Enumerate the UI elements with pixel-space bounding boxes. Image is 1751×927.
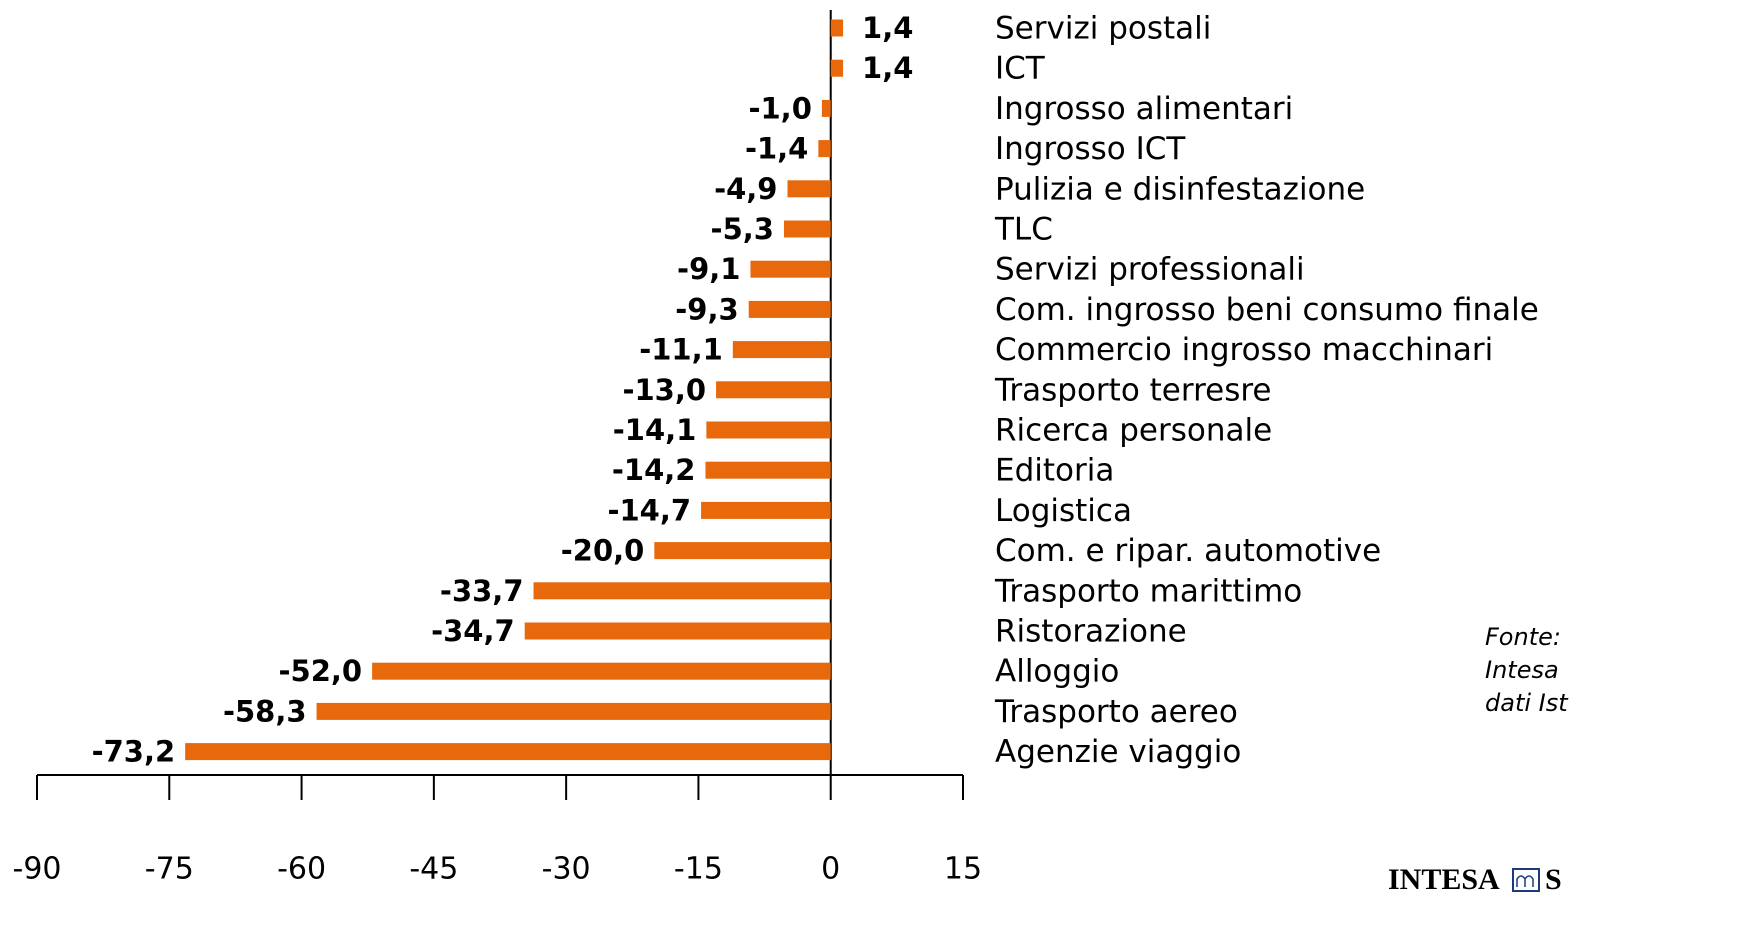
x-tick-label: -30 — [542, 852, 591, 887]
bar — [787, 180, 831, 198]
logo-icon — [1512, 868, 1540, 892]
bar — [716, 381, 831, 399]
category-label: Trasporto aereo — [994, 694, 1238, 730]
data-label: -13,0 — [622, 373, 706, 407]
category-label: Alloggio — [995, 654, 1119, 690]
data-label: -20,0 — [561, 534, 645, 568]
bar — [533, 582, 831, 600]
category-label: Com. e ripar. automotive — [995, 533, 1381, 569]
bar — [316, 702, 831, 720]
bar — [705, 461, 831, 479]
bar — [830, 59, 844, 77]
category-label: Trasporto terresre — [994, 372, 1272, 408]
data-label: -14,2 — [612, 453, 696, 487]
bar — [748, 300, 831, 318]
bar — [750, 260, 831, 278]
data-label: -14,7 — [607, 493, 691, 527]
category-label: Pulizia e disinfestazione — [995, 171, 1365, 207]
data-label: -11,1 — [639, 333, 723, 367]
category-label: Ingrosso ICT — [995, 131, 1186, 167]
data-label: -58,3 — [223, 694, 307, 728]
data-label: -1,4 — [745, 132, 808, 166]
source-note: dati Ist — [1485, 689, 1569, 717]
source-note: Intesa — [1485, 656, 1559, 684]
data-label: -1,0 — [748, 91, 811, 125]
category-label: TLC — [994, 212, 1053, 248]
bar — [821, 99, 831, 117]
data-label: 1,4 — [862, 11, 913, 45]
category-label: Servizi professionali — [995, 252, 1305, 288]
logo-text: S — [1545, 863, 1562, 896]
x-tick-label: -90 — [13, 852, 62, 887]
data-label: -14,1 — [613, 413, 697, 447]
bar — [818, 140, 831, 158]
bar — [732, 341, 831, 359]
x-tick-label: -60 — [277, 852, 326, 887]
bar — [372, 662, 831, 680]
bar — [830, 19, 844, 37]
category-label: Com. ingrosso beni consumo finale — [995, 292, 1539, 328]
x-tick-label: 15 — [944, 852, 982, 887]
category-label: Agenzie viaggio — [995, 734, 1241, 770]
data-label: -9,3 — [675, 292, 738, 326]
bar — [701, 501, 831, 519]
category-label: Servizi postali — [995, 11, 1211, 47]
category-label: Ricerca personale — [995, 413, 1272, 449]
data-label: -52,0 — [279, 654, 363, 688]
source-note: Fonte: — [1485, 623, 1561, 651]
data-label: -9,1 — [677, 252, 740, 286]
category-label: Commercio ingrosso macchinari — [995, 332, 1493, 368]
x-tick-label: -75 — [145, 852, 194, 887]
category-label: Ingrosso alimentari — [995, 91, 1293, 127]
category-label: Trasporto marittimo — [994, 573, 1302, 609]
bar — [706, 421, 831, 439]
logo-text: INTESA — [1388, 863, 1500, 896]
x-tick-label: 0 — [821, 852, 840, 887]
category-label: Logistica — [995, 493, 1132, 529]
data-label: -5,3 — [711, 212, 774, 246]
data-label: 1,4 — [862, 51, 913, 85]
category-label: Editoria — [995, 453, 1114, 489]
x-tick-label: -15 — [674, 852, 723, 887]
data-label: -34,7 — [431, 614, 515, 648]
x-tick-label: -45 — [409, 852, 458, 887]
bar — [185, 743, 831, 761]
data-label: -4,9 — [714, 172, 777, 206]
bar — [783, 220, 831, 238]
bar — [524, 622, 831, 640]
data-label: -73,2 — [92, 735, 176, 769]
data-label: -33,7 — [440, 574, 524, 608]
category-label: Ristorazione — [995, 614, 1187, 650]
category-label: ICT — [995, 51, 1046, 87]
bar — [654, 542, 831, 560]
